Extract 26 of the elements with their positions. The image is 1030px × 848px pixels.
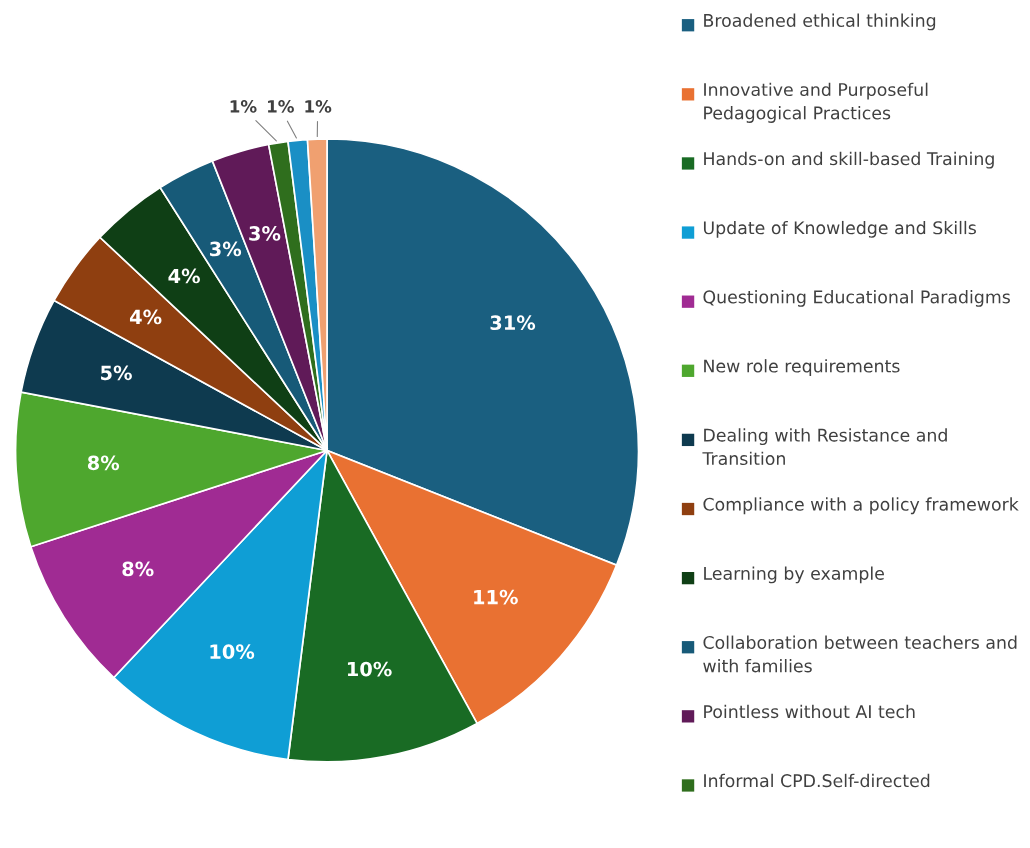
data-label: 4%	[129, 309, 162, 325]
data-label: 8%	[122, 561, 154, 577]
data-label: 3%	[210, 241, 242, 257]
legend-label: Collaboration between teachers and with families	[703, 635, 1017, 673]
legend-label: Innovative and Purposeful Pedagogical Practices	[704, 82, 928, 123]
legend-label: Dealing with Resistance and Transition	[702, 428, 947, 466]
legend-label: Pointless without AI tech	[704, 704, 915, 719]
legend-label: New role requirements	[704, 359, 900, 376]
data-label: 5%	[101, 365, 132, 381]
legend-label: Hands-on and skill-based Training	[704, 151, 994, 169]
legend-label: Compliance with a policy framework	[703, 497, 1019, 515]
data-label: 1%	[305, 100, 332, 113]
data-label: 1%	[230, 100, 257, 113]
legend-label: Questioning Educational Paradigms	[703, 290, 1010, 307]
legend-label: Update of Knowledge and Skills	[703, 220, 976, 238]
data-label: 8%	[87, 455, 120, 471]
data-label: 11%	[474, 589, 518, 605]
data-label: 10%	[347, 661, 392, 677]
data-label: 1%	[268, 100, 294, 113]
data-label: 10%	[210, 644, 255, 660]
data-label: 31%	[490, 315, 536, 331]
data-label: 3%	[249, 226, 281, 241]
legend-label: Informal CPD.Self-directed	[704, 773, 930, 788]
data-label: 4%	[168, 268, 200, 284]
legend-label: Broadened ethical thinking	[704, 13, 936, 31]
legend-label: Learning by example	[704, 566, 884, 584]
